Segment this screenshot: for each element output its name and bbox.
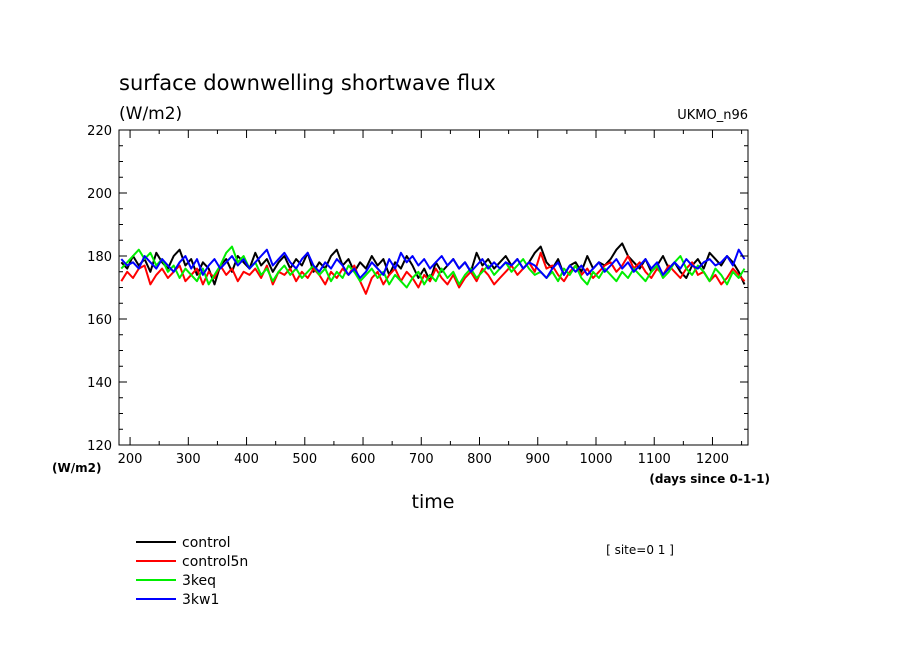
legend-label-3keq: 3keq — [182, 573, 216, 589]
y-tick-label: 140 — [87, 376, 112, 391]
y-tick-label: 200 — [87, 187, 112, 202]
series-layer — [120, 242, 746, 295]
y-tick-label: 160 — [87, 313, 112, 328]
x-tick-label: 900 — [525, 452, 550, 467]
title-units: (W/m2) — [119, 104, 182, 124]
chart-title: surface downwelling shortwave flux — [119, 71, 496, 95]
x-tick-label: 200 — [118, 452, 143, 467]
x-tick-label: 1200 — [696, 452, 729, 467]
x-tick-label: 400 — [234, 452, 259, 467]
legend-label-control5n: control5n — [182, 554, 248, 570]
x-tick-label: 500 — [292, 452, 317, 467]
legend-label-control: control — [182, 535, 231, 551]
plot-frame — [118, 129, 749, 446]
series-line-3kw1 — [120, 248, 746, 279]
x-tick-label: 800 — [467, 452, 492, 467]
site-label: [ site=0 1 ] — [606, 543, 674, 557]
series-line-control — [120, 242, 746, 286]
legend-label-3kw1: 3kw1 — [182, 592, 219, 608]
y-tick-label: 180 — [87, 250, 112, 265]
x-axis-label: time — [412, 491, 455, 513]
y-axis: 120 140 160 180 200 220 — [87, 124, 748, 454]
x-units: (days since 0-1-1) — [649, 472, 770, 486]
x-axis: 200 300 400 500 600 700 800 900 1000 1100 1200 — [118, 130, 743, 467]
y-units-corner: (W/m2) — [52, 461, 101, 475]
y-tick-label: 120 — [87, 439, 112, 454]
y-tick-label: 220 — [87, 124, 112, 139]
x-tick-label: 1100 — [638, 452, 671, 467]
x-tick-label: 300 — [176, 452, 201, 467]
legend: control control5n 3keq 3kw1 — [136, 535, 248, 608]
x-tick-label: 1000 — [579, 452, 612, 467]
model-label: UKMO_n96 — [677, 108, 748, 123]
x-tick-label: 700 — [409, 452, 434, 467]
series-line-3keq — [120, 245, 746, 289]
x-tick-label: 600 — [351, 452, 376, 467]
